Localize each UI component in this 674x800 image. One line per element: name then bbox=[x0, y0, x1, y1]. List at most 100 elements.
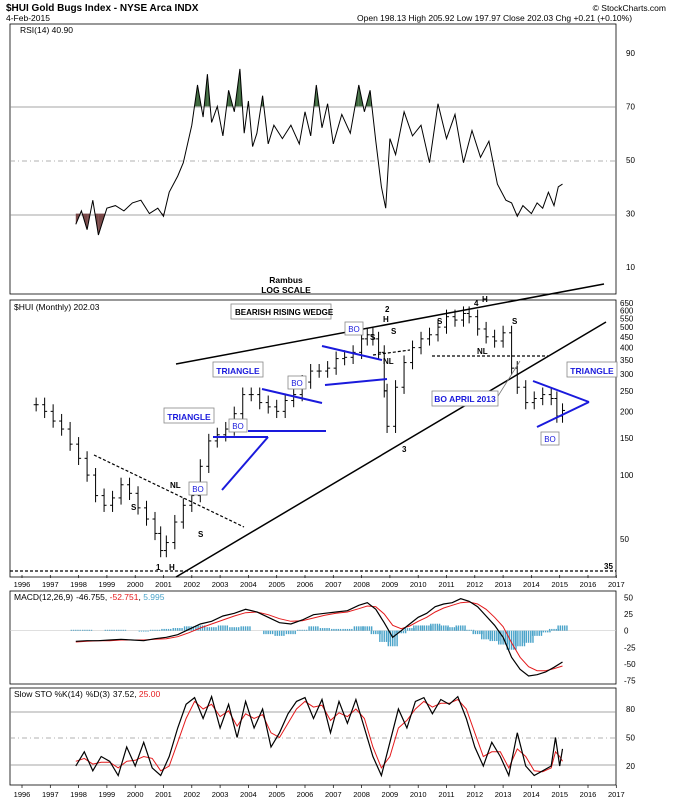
year-tick-label: 2000 bbox=[127, 790, 144, 799]
two-label: 2 bbox=[385, 305, 390, 314]
year-tick-label: 2011 bbox=[438, 580, 454, 589]
year-tick-label: 1996 bbox=[14, 580, 31, 589]
year-tick-label: 2016 bbox=[580, 790, 597, 799]
price-ytick-label: 400 bbox=[620, 344, 634, 353]
triangle-label-2: TRIANGLE bbox=[216, 366, 260, 376]
year-tick-label: 2008 bbox=[353, 790, 370, 799]
triangle1-bottom bbox=[221, 436, 269, 491]
s-label-3: S bbox=[370, 333, 376, 342]
bo-box-3 bbox=[287, 375, 307, 390]
bo-box-4 bbox=[344, 321, 364, 336]
year-tick-label: 1999 bbox=[99, 790, 116, 799]
stochastic-panel: Slow STO %K(14) %D(3) 37.52, 25.00 20 50 80 bbox=[9, 687, 635, 786]
year-tick-label: 1998 bbox=[70, 580, 87, 589]
year-tick-label: 2010 bbox=[410, 790, 427, 799]
sto-d-line bbox=[75, 698, 563, 773]
rsi-ytick-label: 30 bbox=[626, 210, 635, 219]
sto-ytick-label: 20 bbox=[626, 762, 635, 771]
triangle4-top bbox=[532, 380, 590, 403]
sto-title: Slow STO %K(14) %D(3) 37.52, 25.00 bbox=[14, 689, 160, 699]
price-ytick-label: 550 bbox=[620, 314, 634, 323]
triangle-label-box-3 bbox=[566, 361, 618, 378]
year-tick-label: 2017 bbox=[608, 580, 625, 589]
triangle-label-box-1 bbox=[163, 407, 215, 424]
h-label-1: H bbox=[169, 563, 175, 572]
year-tick-label: 2009 bbox=[382, 580, 399, 589]
macd-frame bbox=[9, 590, 617, 685]
price-ytick-label: 150 bbox=[620, 434, 634, 443]
year-tick-label: 2005 bbox=[268, 790, 285, 799]
bo-box-1 bbox=[188, 481, 208, 496]
one-label: 1 bbox=[156, 563, 161, 572]
bo-box-5 bbox=[540, 431, 560, 446]
thirty-five-label: 35 bbox=[604, 562, 613, 571]
s-label-5: S bbox=[437, 317, 443, 326]
bo-label-1: BO bbox=[192, 485, 204, 494]
stockcharts-credit: © StockCharts.com bbox=[593, 3, 666, 13]
year-axis-top: 1996 1997 1998 1999 2000 2001 2002 2003 2004 2005… bbox=[14, 575, 625, 589]
year-axis-bottom: 1996 1997 1998 1999 2000 2001 2002 2003 2004 2005… bbox=[14, 785, 625, 799]
year-tick-label: 2013 bbox=[495, 580, 512, 589]
year-tick-label: 2004 bbox=[240, 580, 257, 589]
rsi-panel: RSI(14) 40.90 10 30 50 70 90 Rambus LOG SCAL… bbox=[9, 23, 635, 295]
neckline-2000 bbox=[93, 454, 245, 528]
rsi-ytick-label: 70 bbox=[626, 102, 635, 111]
triangle3-top bbox=[321, 345, 383, 361]
triangle-label-box-2 bbox=[212, 361, 264, 378]
triangle-label-3: TRIANGLE bbox=[570, 366, 614, 376]
bo-april-label: BO APRIL 2013 bbox=[434, 394, 496, 404]
three-label: 3 bbox=[402, 445, 407, 454]
year-tick-label: 2012 bbox=[466, 790, 483, 799]
sto-frame bbox=[9, 687, 617, 786]
price-ytick-label: 250 bbox=[620, 387, 634, 396]
macd-ytick-label: -50 bbox=[624, 660, 636, 669]
year-tick-label: 2000 bbox=[127, 580, 144, 589]
chart-date: 4-Feb-2015 bbox=[6, 13, 50, 23]
macd-ytick-label: 25 bbox=[624, 610, 633, 619]
rsi-ytick-label: 10 bbox=[626, 263, 635, 272]
year-tick-label: 1999 bbox=[99, 580, 116, 589]
year-tick-label: 2001 bbox=[155, 790, 172, 799]
price-frame bbox=[9, 299, 617, 578]
price-ytick-label: 50 bbox=[620, 535, 629, 544]
macd-ytick-label: 50 bbox=[624, 593, 633, 602]
year-tick-label: 2006 bbox=[297, 580, 314, 589]
price-ytick-label: 600 bbox=[620, 306, 634, 315]
nl-label-1: NL bbox=[170, 481, 181, 490]
log-scale-label: LOG SCALE bbox=[261, 285, 311, 295]
year-tick-label: 1997 bbox=[42, 790, 59, 799]
year-tick-label: 2014 bbox=[523, 580, 540, 589]
sto-ytick-label: 80 bbox=[626, 705, 635, 714]
price-ytick-label: 500 bbox=[620, 323, 634, 332]
price-title: $HUI (Monthly) 202.03 bbox=[14, 302, 100, 312]
s-label-4: S bbox=[391, 327, 397, 336]
macd-line bbox=[75, 598, 563, 677]
s-label-2: S bbox=[198, 530, 204, 539]
year-tick-label: 2006 bbox=[297, 790, 314, 799]
macd-signal-line bbox=[75, 601, 563, 672]
year-tick-label: 2005 bbox=[268, 580, 285, 589]
price-ytick-label: 100 bbox=[620, 471, 634, 480]
macd-panel: MACD(12,26,9) -46.755, -52.751, 5.995 50 2… bbox=[9, 590, 636, 686]
year-tick-label: 2007 bbox=[325, 580, 342, 589]
year-tick-label: 1996 bbox=[14, 790, 31, 799]
sto-ytick-label: 50 bbox=[626, 734, 635, 743]
price-ytick-label: 350 bbox=[620, 356, 634, 365]
h-label-3: H bbox=[482, 295, 488, 304]
price-panel: $HUI (Monthly) 202.03 50 100 150 200 250 300 3… bbox=[9, 283, 634, 578]
price-ytick-label: 450 bbox=[620, 333, 634, 342]
s-label-1: S bbox=[131, 503, 137, 512]
price-ytick-label: 300 bbox=[620, 370, 634, 379]
bo-label-2: BO bbox=[232, 422, 244, 431]
bo-label-3: BO bbox=[291, 379, 303, 388]
macd-ytick-label: 0 bbox=[624, 627, 629, 636]
triangle4-bottom bbox=[536, 401, 590, 428]
rsi-line bbox=[75, 68, 563, 236]
rsi-ytick-label: 50 bbox=[626, 156, 635, 165]
macd-ytick-label: -75 bbox=[624, 677, 636, 686]
year-tick-label: 2012 bbox=[466, 580, 483, 589]
year-tick-label: 2013 bbox=[495, 790, 512, 799]
nl-label-2: NL bbox=[383, 357, 394, 366]
